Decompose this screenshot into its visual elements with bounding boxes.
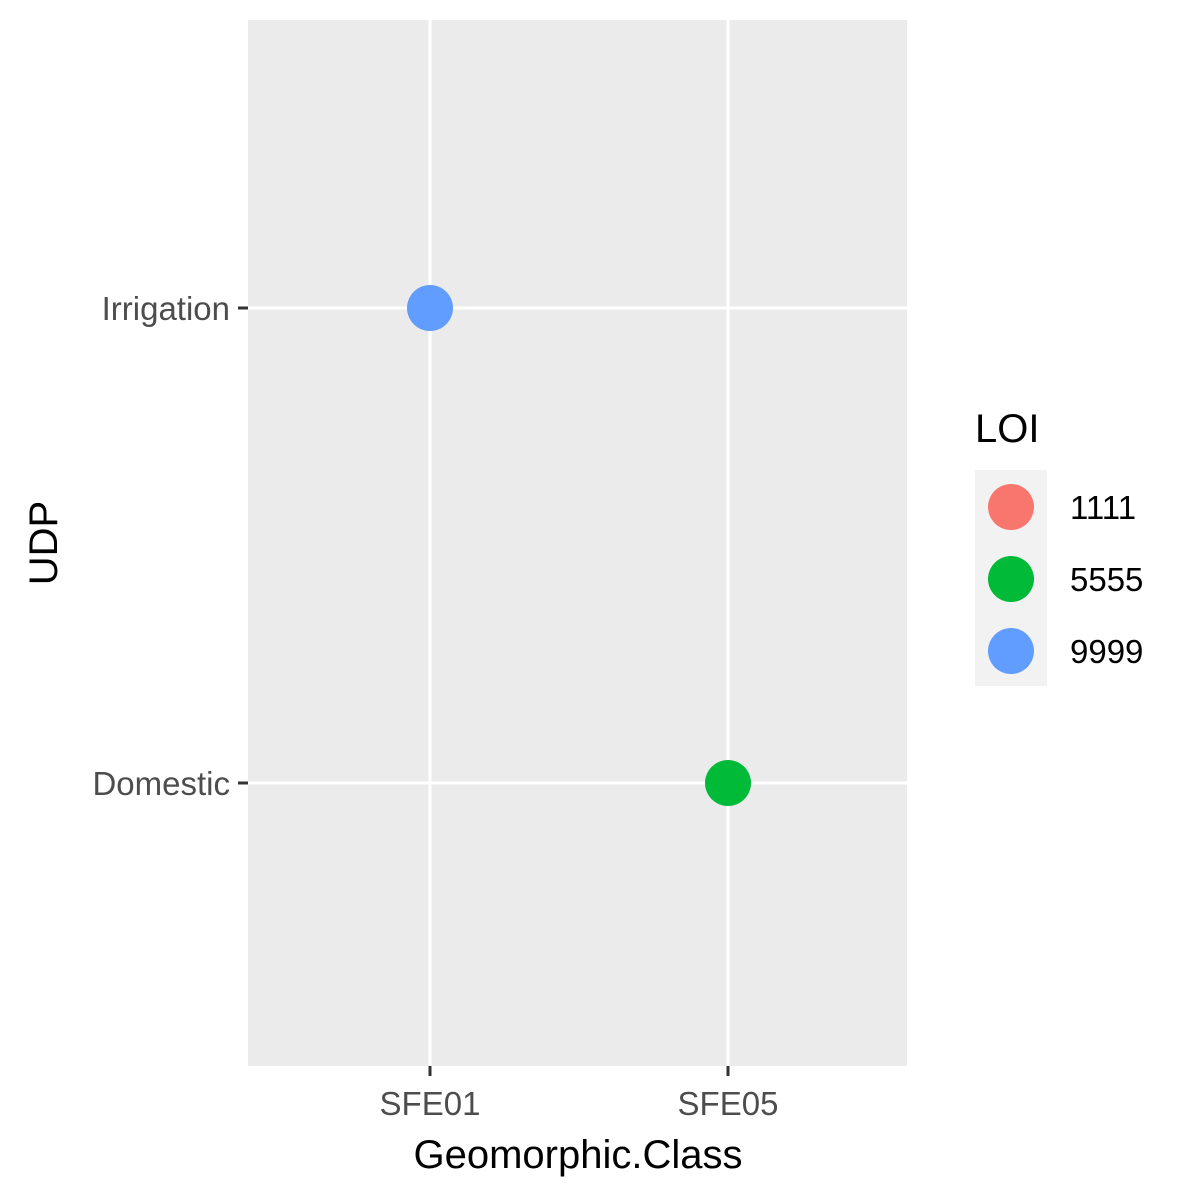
data-point — [407, 285, 453, 331]
data-points — [407, 285, 751, 806]
x-axis-title: Geomorphic.Class — [413, 1133, 742, 1177]
legend-label: 1111 — [1070, 489, 1136, 526]
x-tick-label: SFE01 — [380, 1085, 481, 1122]
y-tick-label: Domestic — [92, 765, 230, 802]
y-axis-title: UDP — [22, 501, 66, 585]
data-point — [705, 760, 751, 806]
axes: SFE01 SFE05 Domestic Irrigation — [92, 290, 778, 1122]
legend-key — [988, 556, 1034, 602]
plot-panel — [248, 20, 907, 1066]
x-tick-label: SFE05 — [678, 1085, 779, 1122]
legend-label: 9999 — [1070, 633, 1143, 670]
legend-entries: 1111 5555 9999 — [988, 484, 1143, 674]
grid-lines — [248, 20, 907, 1066]
legend: LOI 1111 5555 9999 — [975, 407, 1143, 686]
y-tick-label: Irrigation — [102, 290, 230, 327]
legend-title: LOI — [975, 407, 1039, 451]
legend-key — [988, 484, 1034, 530]
legend-key — [988, 628, 1034, 674]
legend-label: 5555 — [1070, 561, 1143, 598]
